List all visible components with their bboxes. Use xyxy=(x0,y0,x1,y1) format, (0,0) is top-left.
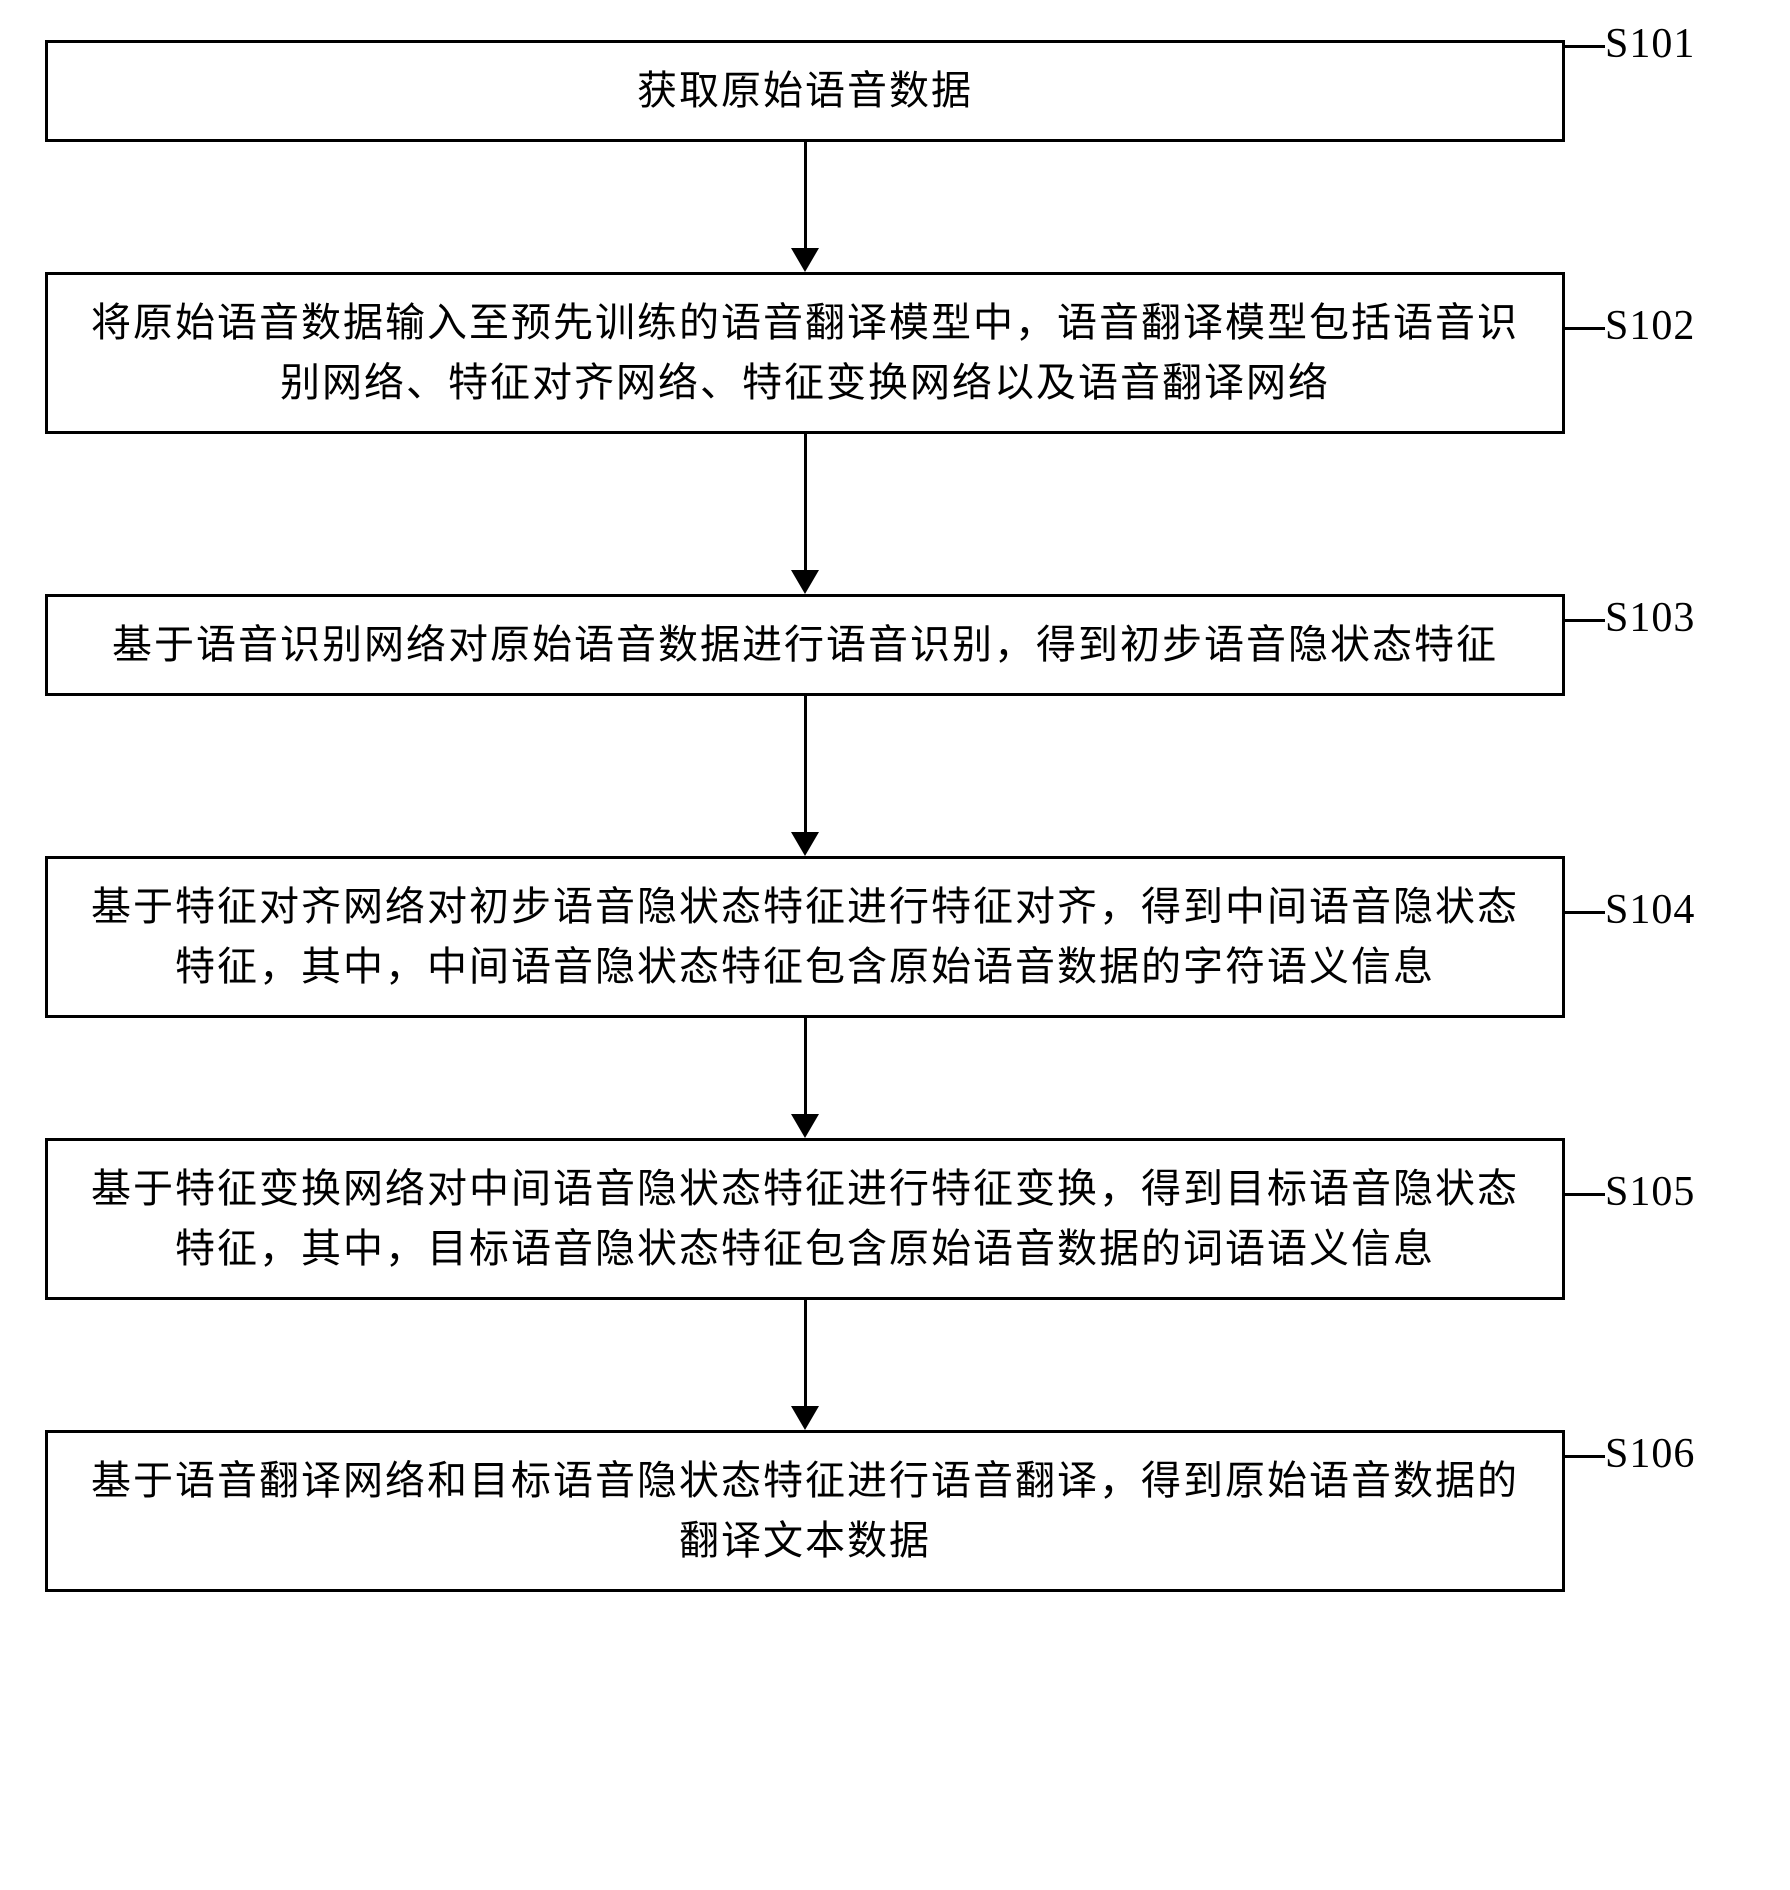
arrow-head-icon xyxy=(791,1114,819,1138)
step-box: 基于语音翻译网络和目标语音隐状态特征进行语音翻译，得到原始语音数据的翻译文本数据 xyxy=(45,1430,1565,1592)
step-label: S103 xyxy=(1605,594,1695,642)
step-label: S106 xyxy=(1605,1430,1695,1478)
flowchart-container: 获取原始语音数据S101 将原始语音数据输入至预先训练的语音翻译模型中，语音翻译模… xyxy=(45,40,1745,1592)
arrow-down-icon xyxy=(791,696,819,856)
arrow-head-icon xyxy=(791,1406,819,1430)
label-connector xyxy=(1565,911,1605,914)
arrow-line xyxy=(804,434,807,570)
label-connector xyxy=(1565,1455,1605,1458)
step-box: 获取原始语音数据 xyxy=(45,40,1565,142)
step-box: 基于特征变换网络对中间语音隐状态特征进行特征变换，得到目标语音隐状态特征，其中，… xyxy=(45,1138,1565,1300)
step-text: 获取原始语音数据 xyxy=(78,61,1532,121)
step-box: 将原始语音数据输入至预先训练的语音翻译模型中，语音翻译模型包括语音识别网络、特征… xyxy=(45,272,1565,434)
flowchart-arrow xyxy=(45,142,1565,272)
step-text: 基于语音翻译网络和目标语音隐状态特征进行语音翻译，得到原始语音数据的翻译文本数据 xyxy=(78,1451,1532,1571)
arrow-line xyxy=(804,142,807,248)
step-label: S105 xyxy=(1605,1168,1695,1216)
step-label: S102 xyxy=(1605,302,1695,350)
arrow-line xyxy=(804,1018,807,1114)
step-text: 基于特征变换网络对中间语音隐状态特征进行特征变换，得到目标语音隐状态特征，其中，… xyxy=(78,1159,1532,1279)
step-label: S104 xyxy=(1605,886,1695,934)
flowchart-arrow xyxy=(45,434,1565,594)
step-box: 基于特征对齐网络对初步语音隐状态特征进行特征对齐，得到中间语音隐状态特征，其中，… xyxy=(45,856,1565,1018)
arrow-head-icon xyxy=(791,570,819,594)
flowchart-step-s104: 基于特征对齐网络对初步语音隐状态特征进行特征对齐，得到中间语音隐状态特征，其中，… xyxy=(45,856,1745,1018)
flowchart-step-s103: 基于语音识别网络对原始语音数据进行语音识别，得到初步语音隐状态特征 S103 xyxy=(45,594,1745,696)
label-connector xyxy=(1565,327,1605,330)
arrow-down-icon xyxy=(791,1300,819,1430)
flowchart-arrow xyxy=(45,1300,1565,1430)
label-connector xyxy=(1565,1193,1605,1196)
flowchart-step-s106: 基于语音翻译网络和目标语音隐状态特征进行语音翻译，得到原始语音数据的翻译文本数据… xyxy=(45,1430,1745,1592)
step-text: 基于语音识别网络对原始语音数据进行语音识别，得到初步语音隐状态特征 xyxy=(78,615,1532,675)
flowchart-arrow xyxy=(45,696,1565,856)
arrow-down-icon xyxy=(791,142,819,272)
label-connector xyxy=(1565,619,1605,622)
arrow-head-icon xyxy=(791,248,819,272)
arrow-down-icon xyxy=(791,1018,819,1138)
step-text: 将原始语音数据输入至预先训练的语音翻译模型中，语音翻译模型包括语音识别网络、特征… xyxy=(78,293,1532,413)
step-label: S101 xyxy=(1605,20,1695,68)
step-text: 基于特征对齐网络对初步语音隐状态特征进行特征对齐，得到中间语音隐状态特征，其中，… xyxy=(78,877,1532,997)
flowchart-step-s102: 将原始语音数据输入至预先训练的语音翻译模型中，语音翻译模型包括语音识别网络、特征… xyxy=(45,272,1745,434)
arrow-line xyxy=(804,1300,807,1406)
flowchart-step-s105: 基于特征变换网络对中间语音隐状态特征进行特征变换，得到目标语音隐状态特征，其中，… xyxy=(45,1138,1745,1300)
flowchart-arrow xyxy=(45,1018,1565,1138)
flowchart-step-s101: 获取原始语音数据S101 xyxy=(45,40,1745,142)
step-box: 基于语音识别网络对原始语音数据进行语音识别，得到初步语音隐状态特征 xyxy=(45,594,1565,696)
label-connector xyxy=(1565,45,1605,48)
arrow-down-icon xyxy=(791,434,819,594)
arrow-head-icon xyxy=(791,832,819,856)
arrow-line xyxy=(804,696,807,832)
